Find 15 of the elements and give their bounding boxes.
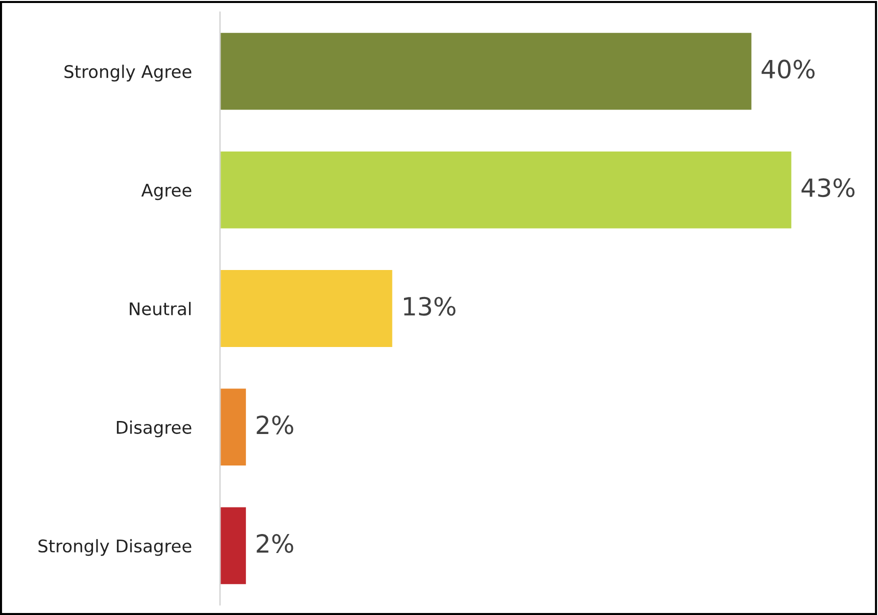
bar — [220, 268, 394, 348]
y-tick-label: Disagree — [116, 420, 192, 438]
y-tick-label: Agree — [141, 184, 192, 200]
bar — [220, 31, 753, 112]
y-tick-label: Strongly Agree — [64, 64, 192, 82]
y-tick-label: Strongly Disagree — [38, 539, 192, 556]
y-tick-label: Neutral — [130, 302, 191, 316]
data-label: 2% — [256, 534, 294, 553]
data-label: 40% — [762, 60, 815, 79]
data-label: 43% — [802, 178, 855, 198]
bar — [220, 506, 248, 586]
data-label: 2% — [256, 415, 294, 434]
bar — [220, 150, 792, 230]
data-label: 13% — [404, 296, 456, 316]
bar — [220, 387, 248, 467]
